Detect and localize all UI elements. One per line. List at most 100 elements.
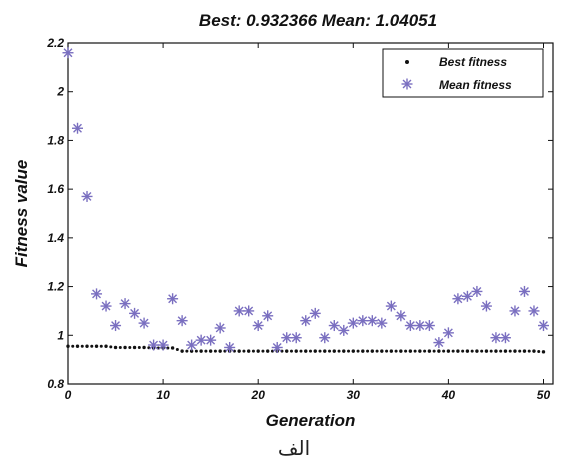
mean-fitness-point [129, 307, 141, 319]
best-fitness-point [328, 349, 332, 353]
best-fitness-point [527, 349, 531, 353]
best-fitness-point [194, 349, 198, 353]
best-fitness-point [503, 349, 508, 353]
chart-title: Best: 0.932366 Mean: 1.04051 [199, 11, 437, 30]
best-fitness-point [71, 344, 75, 348]
best-fitness-point [432, 349, 436, 353]
legend: Best fitness Mean fitness [382, 48, 544, 98]
best-fitness-point [385, 349, 389, 353]
mean-fitness-point [157, 339, 169, 351]
best-fitness-point [465, 349, 470, 353]
best-fitness-point [361, 349, 365, 353]
series-mean-fitness [62, 47, 549, 353]
mean-fitness-point [224, 341, 236, 353]
best-fitness-point [380, 349, 384, 353]
best-fitness-point [223, 349, 227, 353]
mean-fitness-point [395, 310, 407, 322]
mean-fitness-point [186, 339, 198, 351]
mean-fitness-point [490, 332, 502, 344]
mean-fitness-point [148, 339, 160, 351]
x-axis-label: Generation [266, 411, 356, 430]
mean-fitness-point [262, 310, 274, 322]
best-fitness-point [304, 349, 308, 353]
best-fitness-point [232, 349, 236, 353]
best-fitness-point [522, 349, 527, 353]
mean-fitness-point [138, 317, 150, 329]
mean-fitness-point [167, 293, 179, 305]
best-fitness-point [461, 349, 465, 353]
best-fitness-point [251, 349, 255, 353]
best-fitness-point [423, 349, 427, 353]
best-fitness-point [399, 349, 403, 353]
best-fitness-point [413, 349, 417, 353]
best-fitness-point [351, 349, 355, 353]
best-fitness-point [318, 349, 322, 353]
best-fitness-point [142, 345, 146, 350]
best-fitness-point [389, 349, 394, 353]
best-fitness-point [356, 349, 360, 353]
mean-fitness-point [442, 327, 454, 339]
y-tick-label: 2 [56, 85, 64, 99]
legend-best-label: Best fitness [439, 55, 507, 69]
best-fitness-point [80, 344, 84, 348]
best-fitness-point [66, 344, 70, 348]
best-fitness-point [204, 349, 208, 353]
best-fitness-point [285, 349, 289, 353]
best-fitness-point [366, 349, 370, 353]
best-fitness-point [475, 349, 479, 353]
mean-fitness-point [281, 332, 293, 344]
plot-area-frame [67, 42, 554, 385]
mean-fitness-point [366, 315, 378, 327]
best-fitness-point [128, 345, 132, 349]
best-fitness-point [489, 349, 493, 353]
best-fitness-point [137, 345, 141, 349]
mean-fitness-point [499, 332, 511, 344]
best-fitness-point [237, 349, 241, 353]
best-fitness-point [370, 349, 375, 353]
best-fitness-point [90, 344, 94, 348]
best-fitness-point [494, 349, 498, 353]
mean-fitness-point [433, 337, 445, 349]
mean-fitness-point [91, 288, 103, 300]
mean-fitness-point [243, 305, 255, 317]
best-fitness-point [437, 349, 441, 353]
best-fitness-point [404, 349, 408, 353]
mean-fitness-point [119, 298, 131, 310]
mean-fitness-point [300, 315, 312, 327]
best-fitness-point [213, 349, 217, 353]
best-fitness-point [309, 349, 312, 353]
best-fitness-point [294, 349, 298, 353]
best-fitness-point [266, 349, 270, 353]
mean-fitness-point [205, 334, 217, 346]
x-axis: 0 10 20 30 40 50 [65, 43, 550, 402]
best-fitness-point [175, 348, 179, 352]
mean-fitness-point [62, 47, 74, 59]
best-fitness-point [375, 349, 379, 353]
y-tick-label: 1.8 [47, 133, 64, 147]
y-tick-label: 0.8 [47, 377, 64, 391]
y-tick-label: 1 [57, 328, 64, 342]
best-fitness-point [208, 349, 213, 353]
best-fitness-point [451, 349, 455, 353]
best-fitness-point [118, 345, 122, 349]
mean-fitness-point [509, 305, 521, 317]
best-fitness-point [347, 349, 351, 353]
best-fitness-point [113, 345, 118, 350]
best-fitness-point [94, 344, 99, 348]
mean-fitness-point [176, 315, 188, 327]
mean-fitness-point [480, 300, 492, 312]
best-fitness-point [508, 349, 512, 353]
mean-fitness-point [461, 290, 473, 302]
mean-fitness-point [404, 320, 416, 332]
x-tick-label: 10 [156, 388, 170, 402]
legend-mean-star-icon [401, 78, 413, 90]
best-fitness-point [261, 349, 265, 353]
mean-fitness-point [271, 341, 283, 353]
best-fitness-point [442, 349, 446, 353]
mean-fitness-point [195, 334, 207, 346]
legend-mean-label: Mean fitness [439, 78, 512, 92]
best-fitness-point [123, 345, 127, 350]
mean-fitness-point [537, 320, 549, 332]
best-fitness-point [337, 349, 341, 353]
